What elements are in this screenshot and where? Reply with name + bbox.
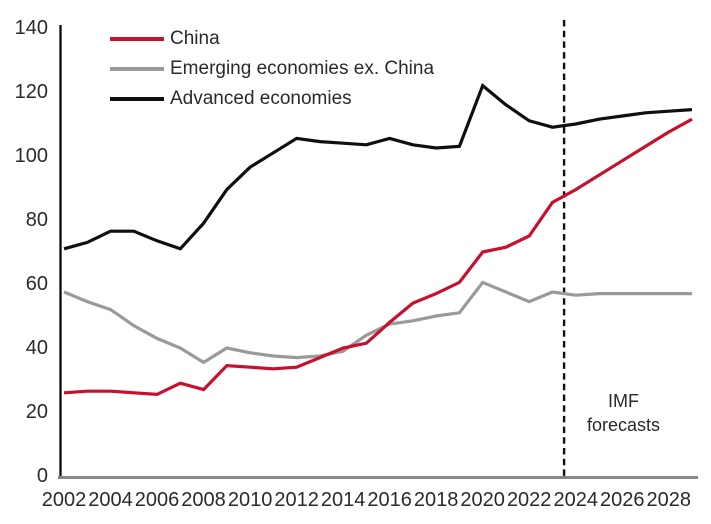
series-line-emerging: [63, 280, 692, 365]
x-tick-label: 2002: [41, 489, 87, 511]
series-line-china: [63, 117, 693, 397]
x-tick-label: 2010: [227, 489, 273, 511]
y-tick-label: 20: [25, 401, 48, 423]
legend-label-china: China: [170, 28, 220, 49]
x-tick-label: 2020: [460, 489, 505, 511]
x-tick-label: 2024: [553, 489, 598, 511]
x-tick-label: 2006: [134, 489, 180, 511]
x-tick-label: 2004: [88, 489, 133, 511]
x-tick-label: 2028: [646, 489, 692, 511]
legend-label-advanced: Advanced economies: [170, 88, 352, 109]
series-line-advanced: [63, 82, 693, 251]
y-tick-label: 100: [14, 145, 48, 167]
legend: China Emerging economies ex. China Advance…: [110, 24, 434, 114]
x-tick-label: 2014: [320, 489, 366, 511]
legend-item-emerging: Emerging economies ex. China: [110, 54, 434, 84]
y-tick-label: 80: [25, 209, 48, 231]
x-tick-label: 2018: [413, 489, 459, 511]
x-tick-label: 2008: [181, 489, 226, 511]
x-tick-label: 2026: [599, 489, 645, 511]
china-line-swatch-icon: [110, 37, 164, 41]
imf-forecasts-annotation: IMF forecasts: [563, 389, 684, 437]
annotation-line-1: IMF: [608, 391, 639, 411]
advanced-line-swatch-icon: [110, 97, 164, 101]
x-tick-label: 2012: [274, 489, 319, 511]
legend-label-emerging: Emerging economies ex. China: [170, 58, 435, 79]
legend-item-advanced: Advanced economies: [110, 84, 434, 114]
emerging-line-swatch-icon: [110, 67, 164, 71]
x-tick-label: 2016: [367, 489, 412, 511]
y-tick-label: 60: [25, 273, 48, 295]
x-tick-label: 2022: [506, 489, 552, 511]
legend-item-china: China: [110, 24, 434, 54]
annotation-line-2: forecasts: [586, 415, 661, 435]
y-tick-label: 40: [25, 337, 48, 359]
y-tick-label: 140: [14, 17, 48, 39]
y-tick-label: 120: [14, 81, 48, 103]
y-tick-label: 0: [36, 465, 48, 487]
